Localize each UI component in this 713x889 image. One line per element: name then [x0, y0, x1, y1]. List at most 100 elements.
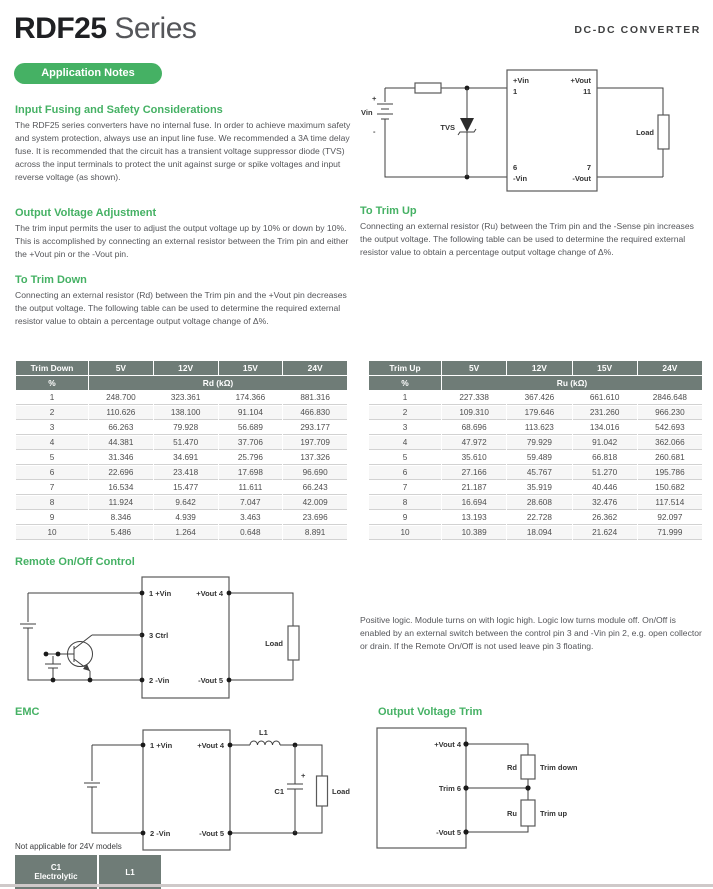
- table-row: 7 21.187 35.919 40.446 150.682: [369, 481, 702, 495]
- battery-plus-label: +: [372, 94, 377, 103]
- table-cell: 40.446: [572, 481, 637, 495]
- table-cell: 1: [16, 391, 88, 405]
- table-cell: 18.094: [507, 526, 572, 540]
- wire: [91, 744, 323, 834]
- corner-header-cell: Trim Up: [369, 361, 441, 375]
- table-row: 4 44.381 51.470 37.706 197.709: [16, 436, 347, 450]
- table-row: 9 8.346 4.939 3.463 23.696: [16, 511, 347, 525]
- pin-dot: [140, 830, 146, 836]
- pin-dot: [226, 590, 232, 596]
- table-cell: 68.696: [442, 421, 507, 435]
- table-row: 3 66.263 79.928 56.689 293.177: [16, 421, 347, 435]
- load-label: Load: [636, 128, 654, 137]
- table-cell: 35.610: [442, 451, 507, 465]
- output-voltage-trim-diagram: +Vout 4 Trim 6 -Vout 5 Rd Trim down Ru T…: [376, 727, 578, 849]
- table-cell: 35.919: [507, 481, 572, 495]
- pin-number: 1: [513, 87, 517, 96]
- table-cell: 3: [16, 421, 88, 435]
- pin-label: -Vout 5: [199, 829, 224, 838]
- table-cell: 6: [16, 466, 88, 480]
- table-header-row: % Rd (kΩ): [16, 376, 347, 390]
- table-row: 6 27.166 45.767 51.270 195.786: [369, 466, 702, 480]
- ground-capacitor-icon: [45, 656, 61, 683]
- table-cell: 42.009: [283, 496, 347, 510]
- table-cell: 11.924: [89, 496, 153, 510]
- battery-icon: [84, 782, 100, 788]
- table-cell: 2846.648: [637, 391, 702, 405]
- table-cell: 4: [369, 436, 441, 450]
- pin-label: -Vout: [572, 174, 591, 183]
- table-cell: 96.690: [283, 466, 347, 480]
- table-cell: 22.696: [89, 466, 153, 480]
- unit-header-cell: Ru (kΩ): [442, 376, 702, 390]
- table-cell: 16.534: [89, 481, 153, 495]
- table-cell: 137.326: [283, 451, 347, 465]
- table-cell: 195.786: [637, 466, 702, 480]
- pin-label: -Vout 5: [436, 828, 461, 837]
- heading-input-fusing: Input Fusing and Safety Considerations: [15, 104, 223, 116]
- table-cell: 9: [16, 511, 88, 525]
- table-cell: 16.694: [442, 496, 507, 510]
- junction-dot: [525, 785, 531, 791]
- capacitor-label: C1: [274, 787, 284, 796]
- table-cell: 92.097: [637, 511, 702, 525]
- table-cell: 79.929: [507, 436, 572, 450]
- tvs-label: TVS: [440, 123, 455, 132]
- table-cell: 2: [369, 406, 441, 420]
- load-label: Load: [332, 787, 350, 796]
- table-cell: 293.177: [283, 421, 347, 435]
- table-cell: 1.264: [153, 526, 218, 540]
- pin-label: 2 -Vin: [150, 829, 171, 838]
- emc-circuit-diagram: 1 +Vin 2 -Vin +Vout 4 -Vout 5 L1 + C1 Lo…: [84, 728, 350, 851]
- pin-label: Trim 6: [439, 784, 461, 793]
- unit-header-cell: Rd (kΩ): [89, 376, 347, 390]
- table-cell: 3.463: [218, 511, 283, 525]
- table-cell: 51.470: [153, 436, 218, 450]
- table-cell: 11.611: [218, 481, 283, 495]
- pin-number: 7: [587, 163, 591, 172]
- table-cell: 248.700: [89, 391, 153, 405]
- voltage-header-cell: 24V: [637, 361, 702, 375]
- table-cell: 227.338: [442, 391, 507, 405]
- module-box: [142, 729, 231, 851]
- table-cell: 7.047: [218, 496, 283, 510]
- pin-number: 6: [513, 163, 517, 172]
- vin-label: Vin: [361, 108, 373, 117]
- series-suffix: Series: [106, 12, 197, 45]
- pin-label: +Vout 4: [197, 741, 225, 750]
- table-cell: 56.689: [218, 421, 283, 435]
- table-cell: 113.623: [507, 421, 572, 435]
- table-cell: 37.706: [218, 436, 283, 450]
- pin-dot: [139, 590, 145, 596]
- table-header-row: Trim Down 5V 12V 15V 24V: [16, 361, 347, 375]
- capacitor-plus-label: +: [301, 771, 306, 780]
- ru-label: Ru: [507, 809, 517, 818]
- table-row: 10 5.486 1.264 0.648 8.891: [16, 526, 347, 540]
- table-row: 5 31.346 34.691 25.796 137.326: [16, 451, 347, 465]
- heading-emc: EMC: [15, 706, 40, 718]
- table-cell: 117.514: [637, 496, 702, 510]
- remote-onoff-note: Positive logic. Module turns on with log…: [360, 615, 702, 651]
- legend-l1-label: L1: [125, 867, 135, 877]
- emc-footnote: Not applicable for 24V models: [15, 842, 122, 851]
- table-cell: 5.486: [89, 526, 153, 540]
- table-cell: 367.426: [507, 391, 572, 405]
- pin-label: -Vout 5: [198, 676, 223, 685]
- table-cell: 0.648: [218, 526, 283, 540]
- pin-dot: [140, 742, 146, 748]
- table-cell: 362.066: [637, 436, 702, 450]
- module-box: [376, 727, 467, 849]
- pin-dot: [227, 742, 233, 748]
- heading-output-adjustment: Output Voltage Adjustment: [15, 207, 157, 219]
- table-row: 8 16.694 28.608 32.476 117.514: [369, 496, 702, 510]
- table-cell: 22.728: [507, 511, 572, 525]
- table-cell: 15.477: [153, 481, 218, 495]
- table-cell: 8.891: [283, 526, 347, 540]
- voltage-header-cell: 12V: [153, 361, 218, 375]
- inductor-icon: [249, 740, 281, 746]
- table-row: 1 248.700 323.361 174.366 881.316: [16, 391, 347, 405]
- pin-dot: [463, 741, 469, 747]
- table-row: 4 47.972 79.929 91.042 362.066: [369, 436, 702, 450]
- heading-remote-onoff: Remote On/Off Control: [15, 556, 135, 568]
